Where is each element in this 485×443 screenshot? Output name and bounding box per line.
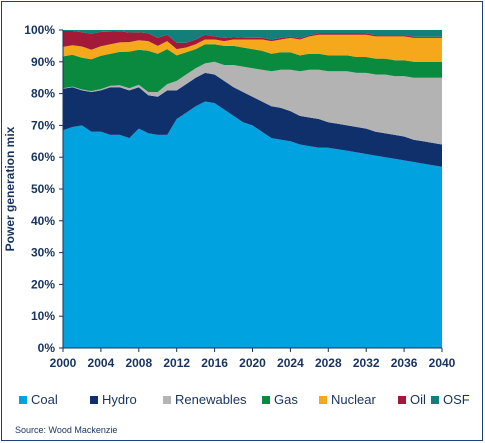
legend-label-nuclear: Nuclear — [331, 392, 376, 407]
y-tick-label: 40% — [31, 214, 55, 228]
legend: Coal Hydro Renewables Gas Nuclear Oil OSF — [19, 392, 470, 407]
legend-swatch-hydro — [90, 396, 98, 404]
legend-label-coal: Coal — [31, 392, 58, 407]
area-osf — [63, 30, 442, 43]
y-tick-label: 50% — [31, 182, 55, 196]
y-tick-label: 30% — [31, 246, 55, 260]
legend-swatch-oil — [398, 396, 406, 404]
area-coal — [63, 101, 442, 348]
y-tick-label: 80% — [31, 87, 55, 101]
axes: 0% 10% 20% 30% 40% 50% 60% 70% 80% 90% 100% 2000 200… — [24, 23, 455, 370]
x-tick-label: 2024 — [277, 356, 304, 370]
legend-label-renewables: Renewables — [175, 392, 247, 407]
x-tick-label: 2032 — [353, 356, 380, 370]
y-tick-label: 90% — [31, 55, 55, 69]
y-tick-label: 20% — [31, 277, 55, 291]
legend-swatch-renewables — [163, 396, 171, 404]
area-nuclear — [63, 34, 442, 62]
plot-area — [63, 30, 442, 348]
legend-label-oil: Oil — [410, 392, 426, 407]
y-axis-label: Power generation mix — [3, 126, 17, 251]
x-tick-label: 2036 — [391, 356, 418, 370]
legend-label-hydro: Hydro — [102, 392, 137, 407]
legend-label-gas: Gas — [274, 392, 298, 407]
legend-label-osf: OSF — [443, 392, 470, 407]
legend-swatch-osf — [431, 396, 439, 404]
legend-swatch-coal — [19, 396, 27, 404]
x-tick-label: 2028 — [315, 356, 342, 370]
area-gas — [63, 44, 442, 92]
y-tick-label: 70% — [31, 118, 55, 132]
area-hydro — [63, 72, 442, 167]
y-tick-label: 0% — [38, 341, 56, 355]
legend-swatch-nuclear — [319, 396, 327, 404]
x-tick-label: 2020 — [239, 356, 266, 370]
x-tick-label: 2040 — [429, 356, 456, 370]
y-tick-label: 100% — [24, 23, 55, 37]
x-tick-label: 2016 — [201, 356, 228, 370]
x-tick-label: 2012 — [163, 356, 190, 370]
legend-swatch-gas — [262, 396, 270, 404]
y-tick-label: 60% — [31, 150, 55, 164]
area-renewables — [63, 61, 442, 145]
area-oil — [63, 31, 442, 50]
y-tick-label: 10% — [31, 309, 55, 323]
x-tick-label: 2000 — [50, 356, 77, 370]
x-tick-label: 2008 — [125, 356, 152, 370]
x-tick-label: 2004 — [88, 356, 115, 370]
source-note: Source: Wood Mackenzie — [15, 425, 118, 435]
